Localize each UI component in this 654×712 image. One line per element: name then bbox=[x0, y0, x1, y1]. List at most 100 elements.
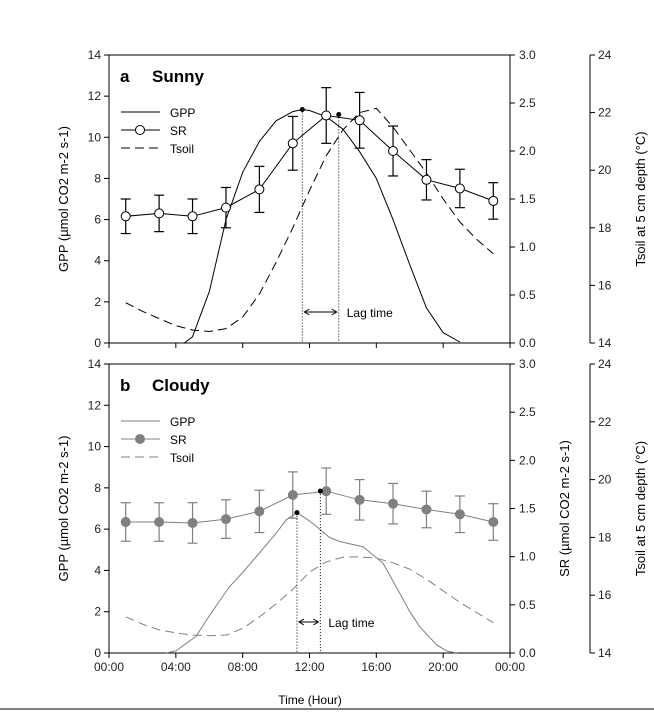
sr-point bbox=[220, 514, 231, 525]
y3-tick-label: 18 bbox=[598, 530, 612, 544]
panel-label: b bbox=[120, 376, 130, 395]
sr-point bbox=[187, 517, 198, 528]
y2-tick-label: 0.5 bbox=[519, 288, 536, 302]
legend-gpp-label: GPP bbox=[170, 415, 195, 429]
y-tick-label: 0 bbox=[94, 646, 101, 660]
plot-frame bbox=[108, 363, 511, 654]
sr-peak-marker bbox=[317, 488, 323, 494]
sr-point bbox=[388, 498, 399, 509]
sr-point bbox=[287, 490, 298, 501]
y3-tick-label: 14 bbox=[598, 336, 612, 350]
y2-tick-label: 0.5 bbox=[519, 598, 536, 612]
sr-point bbox=[488, 516, 499, 527]
sr-peak-marker bbox=[336, 112, 342, 118]
sr-point bbox=[154, 208, 165, 219]
y2-tick-label: 2.0 bbox=[519, 453, 536, 467]
x-tick-label: 16:00 bbox=[361, 660, 391, 674]
y-tick-label: 4 bbox=[94, 254, 101, 268]
plot-frame bbox=[108, 54, 511, 344]
y2-tick-label: 2.5 bbox=[519, 405, 536, 419]
y3-tick-label: 16 bbox=[598, 278, 612, 292]
y-tick-label: 0 bbox=[94, 336, 101, 350]
y-tick-label: 6 bbox=[94, 522, 101, 536]
sr-point bbox=[354, 494, 365, 505]
y3-tick-label: 24 bbox=[598, 48, 612, 62]
y2-tick-label: 0.0 bbox=[519, 336, 536, 350]
y-axis-label: GPP (µmol CO2 m-2 s-1) bbox=[56, 126, 71, 272]
panel-title: Cloudy bbox=[152, 376, 210, 395]
y-tick-label: 2 bbox=[94, 605, 101, 619]
y2-tick-label: 0.0 bbox=[519, 646, 536, 660]
x-tick-label: 04:00 bbox=[161, 660, 191, 674]
y2-tick-label: 1.0 bbox=[519, 240, 536, 254]
y3-axis-label: Tsoil at 5 cm depth (°C) bbox=[633, 441, 648, 576]
legend-sr-marker bbox=[135, 434, 145, 444]
sr-point bbox=[321, 110, 332, 121]
sr-point bbox=[421, 174, 432, 185]
panel-label: a bbox=[120, 67, 130, 86]
sr-point bbox=[154, 516, 165, 527]
legend-tsoil-label: Tsoil bbox=[170, 142, 194, 156]
x-tick-label: 00:00 bbox=[495, 660, 525, 674]
sr-point bbox=[488, 195, 499, 206]
sr-point bbox=[421, 504, 432, 515]
y-tick-label: 2 bbox=[94, 295, 101, 309]
x-tick-label: 12:00 bbox=[294, 660, 324, 674]
legend-gpp-label: GPP bbox=[170, 106, 195, 120]
sr-point bbox=[254, 184, 265, 195]
legend-sr-label: SR bbox=[170, 124, 187, 138]
lag-arrowheads bbox=[297, 618, 320, 626]
y-tick-label: 10 bbox=[88, 440, 102, 454]
y3-tick-label: 22 bbox=[598, 106, 612, 120]
sr-point bbox=[254, 506, 265, 517]
y-tick-label: 4 bbox=[94, 563, 101, 577]
y2-tick-label: 1.5 bbox=[519, 192, 536, 206]
y-tick-label: 14 bbox=[88, 357, 102, 371]
y-tick-label: 8 bbox=[94, 481, 101, 495]
y2-tick-label: 3.0 bbox=[519, 48, 536, 62]
y3-tick-label: 14 bbox=[598, 646, 612, 660]
tsoil-line bbox=[125, 556, 494, 637]
lag-time-label: Lag time bbox=[328, 616, 374, 630]
y-axis-label: GPP (µmol CO2 m-2 s-1) bbox=[56, 436, 71, 582]
y3-tick-label: 20 bbox=[598, 163, 612, 177]
tsoil-line bbox=[125, 107, 494, 333]
sr-point bbox=[220, 202, 231, 213]
x-tick-label: 08:00 bbox=[228, 660, 258, 674]
y2-tick-label: 2.0 bbox=[519, 144, 536, 158]
sr-point bbox=[354, 115, 365, 126]
x-tick-label: 00:00 bbox=[94, 660, 124, 674]
x-tick-label: 20:00 bbox=[428, 660, 458, 674]
legend-sr-label: SR bbox=[170, 433, 187, 447]
sr-line bbox=[125, 490, 494, 524]
y2-axis-label: SR (µmol CO2 m-2 s-1) bbox=[557, 440, 572, 577]
sr-point bbox=[120, 211, 131, 222]
gpp-line bbox=[165, 511, 457, 654]
y3-tick-label: 22 bbox=[598, 415, 612, 429]
panel-a: 024681012140.00.51.01.52.02.53.014161820… bbox=[56, 48, 648, 350]
y-tick-label: 8 bbox=[94, 171, 101, 185]
y3-axis-label: Tsoil at 5 cm depth (°C) bbox=[633, 131, 648, 266]
sr-line bbox=[125, 114, 494, 217]
legend-sr-marker bbox=[135, 125, 145, 135]
panel-b: 024681012140.00.51.01.52.02.53.014161820… bbox=[56, 357, 648, 674]
y2-tick-label: 1.5 bbox=[519, 502, 536, 516]
sr-point bbox=[287, 138, 298, 149]
sr-point bbox=[187, 211, 198, 222]
y-tick-label: 12 bbox=[88, 89, 102, 103]
y-tick-label: 14 bbox=[88, 48, 102, 62]
legend-tsoil-label: Tsoil bbox=[170, 451, 194, 465]
y2-tick-label: 1.0 bbox=[519, 550, 536, 564]
y-tick-label: 10 bbox=[88, 130, 102, 144]
y-tick-label: 6 bbox=[94, 213, 101, 227]
sr-point bbox=[388, 146, 399, 156]
y3-tick-label: 20 bbox=[598, 473, 612, 487]
sr-point bbox=[321, 486, 332, 497]
gpp-peak-marker bbox=[294, 510, 300, 516]
y3-tick-label: 18 bbox=[598, 221, 612, 235]
y2-tick-label: 3.0 bbox=[519, 357, 536, 371]
gpp-line bbox=[134, 108, 461, 344]
sr-point bbox=[120, 516, 131, 527]
